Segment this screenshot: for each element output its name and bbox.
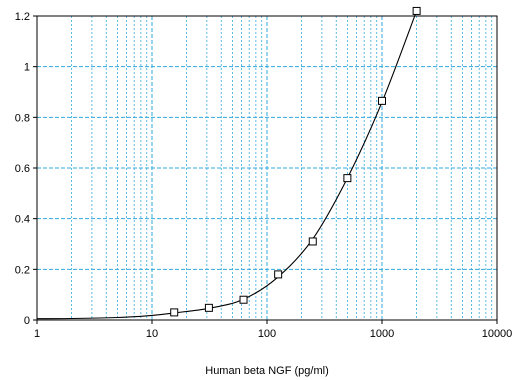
x-axis-title: Human beta NGF (pg/ml) <box>205 365 328 377</box>
x-tick-label: 100 <box>258 328 276 340</box>
data-point <box>204 303 213 312</box>
x-tick-label: 10000 <box>482 328 513 340</box>
data-point <box>239 295 248 304</box>
data-point <box>308 237 317 246</box>
y-tick-label: 0.2 <box>15 264 30 276</box>
data-point <box>412 6 421 15</box>
data-point <box>343 174 352 183</box>
y-tick-label: 0.4 <box>15 214 30 226</box>
y-tick-label: 1.2 <box>15 11 30 23</box>
fit-curve <box>36 10 418 320</box>
y-tick-label: 0.8 <box>15 112 30 124</box>
y-tick-label: 0.6 <box>15 163 30 175</box>
data-point <box>378 96 386 105</box>
y-tick-label: 0 <box>24 315 30 327</box>
data-point <box>170 308 179 317</box>
x-tick-label: 1 <box>34 328 40 340</box>
data-markers <box>170 6 421 317</box>
y-tick-label: 1 <box>24 62 30 74</box>
tick-marks <box>33 15 498 324</box>
tick-labels: 1 10 100 1000 10000 0 0.2 0.4 0.6 0.8 1 1.2 <box>15 11 513 340</box>
data-point <box>274 270 283 279</box>
x-tick-label: 10 <box>146 328 158 340</box>
x-tick-label: 1000 <box>370 328 394 340</box>
